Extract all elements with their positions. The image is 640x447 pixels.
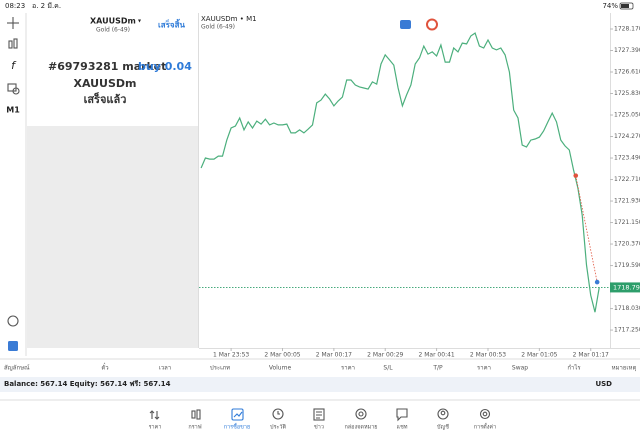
account-summary: Balance: 567.14 Equity: 567.14 ฟรี: 567.… [4,380,171,388]
indicator-tool[interactable] [8,38,18,49]
x-tick-label: 2 Mar 01:17 [573,352,609,359]
status-date: อ. 2 มี.ค. [32,2,61,10]
nav-label[interactable]: แชท [397,424,408,431]
timeframe-button[interactable]: M1 [6,106,20,115]
nav-label[interactable]: การซื้อขาย [224,423,250,431]
nav-label[interactable]: บัญชี [437,424,449,431]
buy-button[interactable] [426,18,438,31]
trade-point [573,173,579,178]
function-tool[interactable]: f [11,59,17,72]
balance-row-bg [0,377,640,392]
y-tick-label: 1720.370 [614,241,640,248]
y-tick-label: 1727.390 [614,47,640,54]
order-status: เสร็จแล้ว [84,92,127,106]
x-tick-label: 1 Mar 23:53 [213,352,249,359]
nav-label[interactable]: การตั้งค่า [474,423,496,431]
column-header: ประเภท [210,365,230,372]
x-tick-label: 2 Mar 00:05 [264,352,300,359]
objects-tool[interactable] [7,83,20,95]
y-tick-label: 1719.590 [614,262,640,269]
dropdown-arrow: ▾ [138,18,141,25]
column-header: เวลา [159,365,171,372]
nav-label[interactable]: ข่าว [314,425,324,431]
y-tick-label: 1721.930 [614,198,640,205]
order-text: #69793281 market [48,60,166,73]
column-header: T/P [432,365,443,372]
x-tick-label: 2 Mar 00:41 [418,352,454,359]
panel-symbol[interactable]: XAUUSDm [90,17,136,26]
sell-button[interactable] [400,20,411,29]
chart-title: XAUUSDm • M1 [201,15,257,23]
trade-line [575,175,598,283]
done-button[interactable]: เสร็จสิ้น [158,19,185,30]
x-tick-label: 2 Mar 00:17 [316,352,352,359]
y-tick-label: 1725.050 [614,112,640,119]
battery-fill [621,4,629,8]
column-header: Volume [269,365,292,372]
panel-empty [27,126,198,348]
account-currency: USD [595,380,612,388]
x-tick-label: 2 Mar 01:05 [521,352,557,359]
order-action: buy 0.04 [138,60,192,73]
current-price-box [610,282,640,293]
status-time: 08:23 [5,2,25,10]
column-header: ราคา [341,365,355,372]
y-tick-label: 1722.710 [614,176,640,183]
y-tick-label: 1723.490 [614,155,640,162]
y-tick-label: 1728.170 [614,25,640,32]
y-tick-label: 1721.150 [614,219,640,226]
trade-tool[interactable] [8,341,18,351]
x-tick-label: 2 Mar 00:29 [367,352,403,359]
trade-point [594,279,600,285]
column-header: S/L [383,365,393,372]
y-tick-label: 1718.030 [614,305,640,312]
battery-level: 74% [602,2,618,10]
column-header: สัญลักษณ์ [4,364,30,372]
order-symbol: XAUUSDm [73,77,136,90]
column-header: ตั๋ว [101,362,108,371]
nav-label[interactable]: กราฟ [188,424,201,431]
nav-label[interactable]: ราคา [149,425,162,431]
nav-icons [149,408,491,422]
y-tick-label: 1726.610 [614,69,640,76]
column-header: ราคา [477,365,491,372]
zoom-tool[interactable] [7,315,19,327]
panel-description: Gold (6-49) [96,27,130,34]
y-tick-label: 1724.270 [614,133,640,140]
column-header: กำไร [567,364,581,372]
y-tick-label: 1725.830 [614,90,640,97]
x-tick-label: 2 Mar 00:53 [470,352,506,359]
crosshair-tool[interactable] [7,17,19,29]
chart-subtitle: Gold (6-49) [201,24,235,31]
battery-icon [619,2,634,10]
column-header: หมายเหตุ [612,365,637,372]
column-header: Swap [512,365,528,372]
price-line [200,32,600,313]
nav-label[interactable]: ประวัติ [270,424,286,431]
y-tick-label: 1717.250 [614,327,640,334]
current-price-label: 1718.797 [613,283,640,291]
nav-label[interactable]: กล่องจดหมาย [344,425,377,431]
